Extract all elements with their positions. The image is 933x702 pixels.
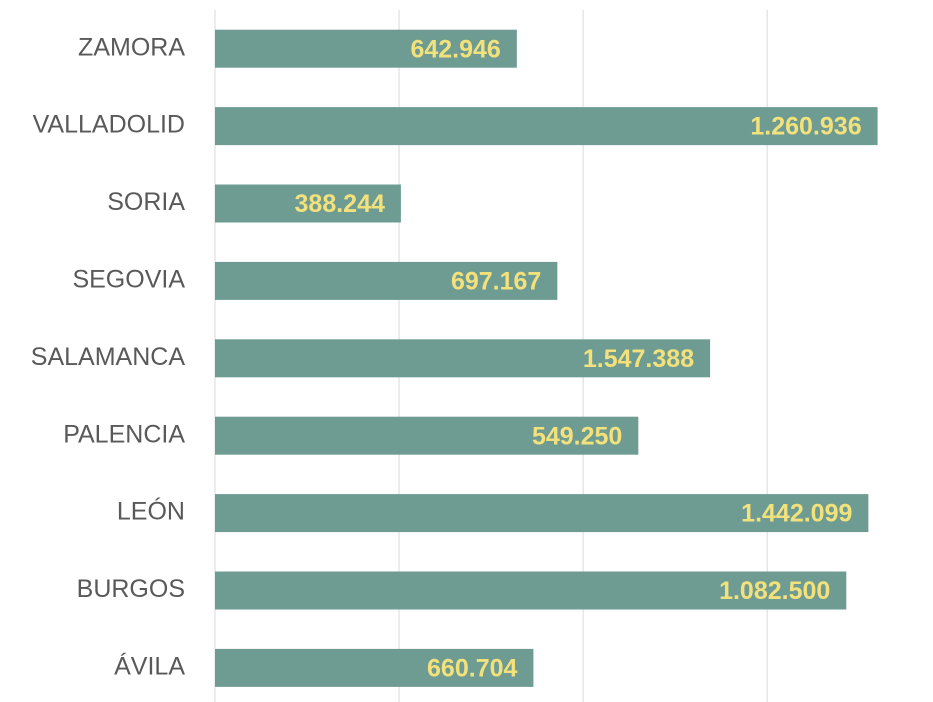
y-tick-label: BURGOS <box>77 575 185 603</box>
data-label: 1.260.936 <box>750 113 861 141</box>
bar <box>215 494 869 533</box>
y-tick-label: SALAMANCA <box>31 343 186 371</box>
data-label: 697.167 <box>451 268 541 296</box>
data-label: 388.244 <box>295 190 385 218</box>
bar <box>215 184 401 223</box>
bar <box>215 416 639 455</box>
bar <box>215 261 558 300</box>
y-tick-label: PALENCIA <box>63 420 185 448</box>
data-label: 1.082.500 <box>719 577 830 605</box>
y-tick-label: LEÓN <box>117 497 185 526</box>
y-tick-label: SEGOVIA <box>72 266 185 294</box>
y-tick-label: ÁVILA <box>114 652 185 681</box>
data-label: 549.250 <box>532 422 622 450</box>
y-tick-label: VALLADOLID <box>33 111 185 139</box>
y-tick-label: SORIA <box>107 188 185 216</box>
data-label: 660.704 <box>427 655 517 683</box>
data-label: 1.547.388 <box>583 345 694 373</box>
y-tick-label: ZAMORA <box>78 33 185 61</box>
bar <box>215 339 711 378</box>
bar <box>215 29 517 68</box>
data-label: 642.946 <box>410 35 500 63</box>
data-label: 1.442.099 <box>741 500 852 528</box>
bar <box>215 571 847 610</box>
bar <box>215 107 878 146</box>
bar <box>215 648 534 687</box>
